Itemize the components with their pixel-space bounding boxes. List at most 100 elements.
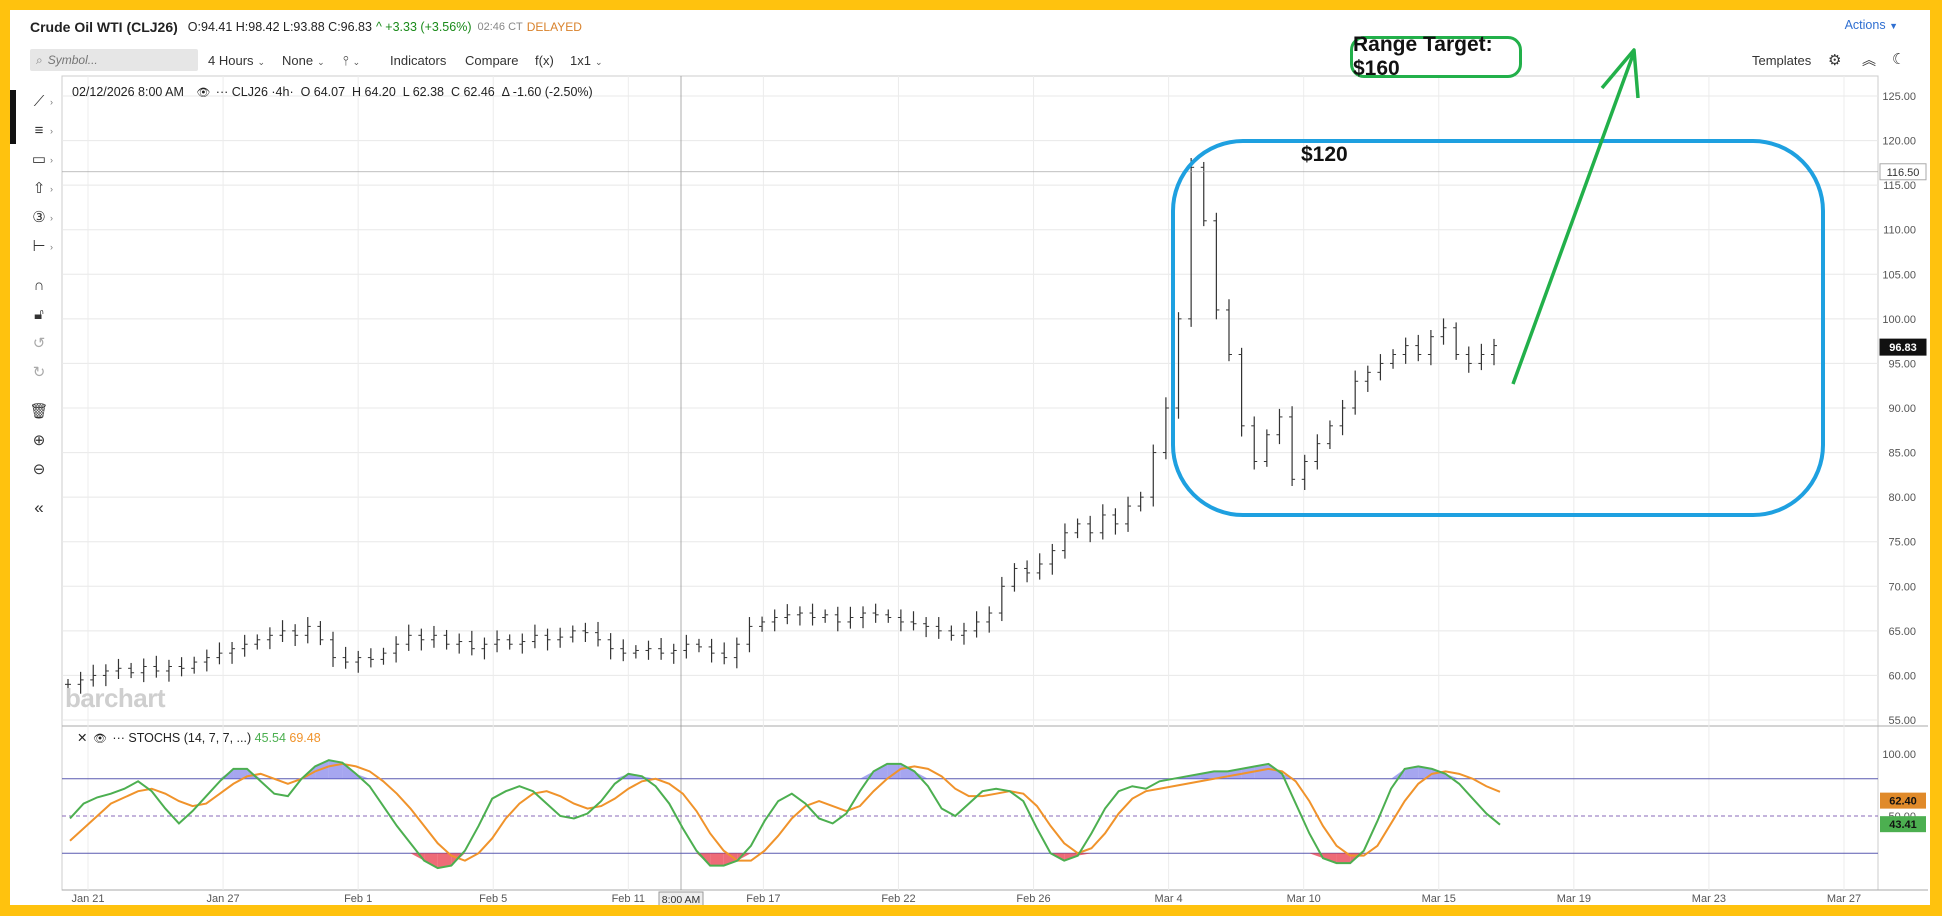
overbought-fill xyxy=(1431,768,1446,779)
overbought-fill xyxy=(614,773,629,779)
x-tick-label: Feb 26 xyxy=(1016,893,1050,905)
y-tick-label: 60.00 xyxy=(1888,670,1916,682)
more-icon[interactable]: ··· xyxy=(112,731,125,745)
legend-symbol: CLJ26 ·4h· xyxy=(231,85,294,99)
x-tick-label: Mar 15 xyxy=(1422,893,1456,905)
overlay-select[interactable]: None ⌄ xyxy=(282,53,325,68)
lock-icon[interactable]: 🔓︎ xyxy=(34,306,44,323)
price-label-box xyxy=(1879,163,1927,181)
price-label: 116.50 xyxy=(1887,167,1920,179)
price-chart[interactable]: 125.00 120.00 115.00 110.00 105.00 100.00 95.0… xyxy=(10,10,1930,905)
redo-icon[interactable]: ↻ xyxy=(32,364,46,381)
overbought-fill xyxy=(1282,773,1296,779)
search-icon: ⌕ xyxy=(36,52,43,67)
arrow-up-tool-icon[interactable]: ⇧ › xyxy=(32,180,53,197)
price-label-box xyxy=(1879,338,1927,356)
stoch-legend: ✕ 👁︎ ··· STOCHS (14, 7, 7, ...) 45.54 69… xyxy=(77,730,321,745)
overbought-fill xyxy=(1391,768,1405,779)
compare-button[interactable]: Compare xyxy=(465,53,519,68)
collapse-up-icon[interactable]: ︽ xyxy=(1862,52,1876,68)
oversold-fill xyxy=(737,853,751,861)
oversold-fill xyxy=(1309,853,1323,859)
ohlc-readout: O:94.41 H:98.42 L:93.88 C:96.83 xyxy=(187,20,372,34)
price-label: 96.83 xyxy=(1889,342,1917,354)
overbought-fill xyxy=(1268,763,1283,779)
eye-icon[interactable]: 👁︎ xyxy=(196,87,211,99)
x-tick-label: Feb 17 xyxy=(746,893,780,905)
legend-date: 02/12/2026 8:00 AM xyxy=(72,85,184,99)
templates-button[interactable]: Templates xyxy=(1752,53,1812,68)
target-arrow xyxy=(1511,51,1636,385)
oversold-fill xyxy=(696,853,711,866)
chart-type-select[interactable]: ⫯ ⌄ xyxy=(343,53,360,69)
layout-select[interactable]: 1x1 ⌄ xyxy=(570,53,603,68)
crosshair-time-box xyxy=(658,891,704,905)
y-tick-label: 80.00 xyxy=(1888,492,1916,504)
more-icon[interactable]: ··· xyxy=(215,85,229,99)
y-tick-label: 55.00 xyxy=(1888,715,1916,727)
fib-tool-icon[interactable]: ≡ › xyxy=(34,122,53,139)
x-tick-label: Feb 5 xyxy=(479,893,507,905)
price-legend: 02/12/2026 8:00 AM 👁︎ ··· CLJ26 ·4h· O 6… xyxy=(72,85,593,99)
arrowhead xyxy=(1600,48,1640,99)
counter-tool-icon[interactable]: ③ › xyxy=(32,209,53,226)
oversold-fill xyxy=(723,853,738,866)
x-tick-label: Mar 27 xyxy=(1827,893,1861,905)
measure-tool-icon[interactable]: ⊢ › xyxy=(32,238,53,255)
y-tick-label: 105.00 xyxy=(1882,269,1916,281)
zoom-in-icon[interactable]: ⊕ xyxy=(32,432,46,449)
bar-chart-icon: ⫯ xyxy=(343,53,349,68)
oversold-fill xyxy=(710,853,724,866)
legend-delta: Δ -1.60 (-2.50%) xyxy=(501,85,593,99)
stoch-d-line xyxy=(69,762,1501,862)
symbol-input[interactable] xyxy=(45,52,180,68)
trendline-tool-icon[interactable]: ⟋ › xyxy=(33,93,53,110)
trash-icon[interactable]: 🗑︎ xyxy=(29,403,49,420)
stoch-d-value: 69.48 xyxy=(289,731,321,745)
y-tick-label: 125.00 xyxy=(1882,91,1916,103)
chevron-down-icon: ⌄ xyxy=(352,57,361,67)
collapse-left-icon[interactable]: « xyxy=(34,498,44,517)
indicators-button[interactable]: Indicators xyxy=(390,53,447,68)
stoch-value-box xyxy=(1880,816,1926,833)
dark-mode-icon[interactable]: ☾ xyxy=(1892,51,1906,68)
magnet-icon[interactable]: ∩ xyxy=(33,277,45,294)
delayed-badge: DELAYED xyxy=(526,20,582,34)
x-tick-label: Feb 11 xyxy=(612,893,645,905)
overlay-label: None xyxy=(282,53,314,68)
quote-header: Crude Oil WTI (CLJ26) O:94.41 H:98.42 L:… xyxy=(10,10,1930,44)
symbol-search[interactable]: ⌕ xyxy=(30,49,198,71)
overbought-fill xyxy=(887,763,901,779)
oversold-fill xyxy=(424,853,438,869)
overbought-fill xyxy=(873,763,888,779)
undo-icon[interactable]: ↺ xyxy=(32,335,46,352)
chart-toolbar: ⌕ 4 Hours⌄ None⌄ ⫯⌄ Indicators Compare f… xyxy=(10,46,1930,76)
barchart-watermark: barchart xyxy=(65,683,166,713)
interval-select[interactable]: 4 Hours ⌄ xyxy=(208,53,265,68)
y-tick-label: 120.00 xyxy=(1882,136,1916,148)
stoch-value-box xyxy=(1880,792,1926,809)
y-tick-label: 100.00 xyxy=(1882,314,1916,326)
stoch-value-label: 43.41 xyxy=(1889,819,1917,831)
y-tick-label: 70.00 xyxy=(1888,581,1916,593)
close-icon[interactable]: ✕ xyxy=(77,731,88,745)
quote-time: 02:46 CT xyxy=(477,21,523,33)
eye-icon[interactable]: 👁︎ xyxy=(92,733,107,745)
overbought-fill xyxy=(1200,771,1214,779)
caret-down-icon: ▼ xyxy=(1889,21,1898,31)
x-tick-label: Jan 21 xyxy=(71,893,104,905)
x-tick-label: Mar 23 xyxy=(1692,893,1726,905)
x-tick-label: Mar 19 xyxy=(1557,893,1591,905)
overbought-fill xyxy=(914,771,928,779)
zoom-out-icon[interactable]: ⊖ xyxy=(32,461,46,478)
active-tool-indicator xyxy=(10,90,16,144)
actions-menu[interactable]: Actions ▼ xyxy=(1845,18,1898,32)
overbought-fill xyxy=(1445,773,1460,779)
rectangle-tool-icon[interactable]: ▭ › xyxy=(31,151,53,168)
stoch-name: STOCHS (14, 7, 7, ...) xyxy=(128,731,252,745)
settings-icon[interactable]: ⚙ xyxy=(1828,52,1842,69)
oversold-fill xyxy=(1322,853,1337,864)
y-tick-label: 65.00 xyxy=(1888,626,1916,638)
change-readout: ^ +3.33 (+3.56%) xyxy=(375,20,472,34)
fx-button[interactable]: f(x) xyxy=(535,53,554,68)
